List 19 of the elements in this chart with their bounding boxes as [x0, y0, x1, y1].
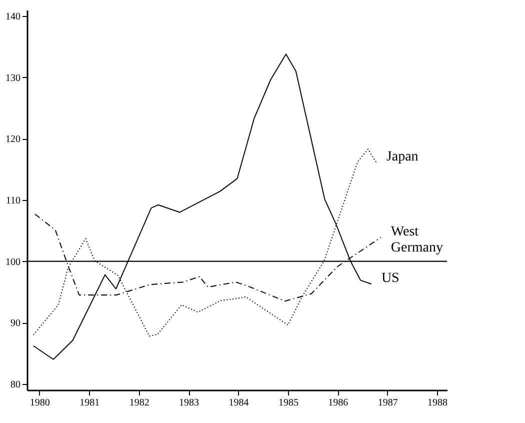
series-label: West Germany — [390, 224, 443, 256]
x-tick-label: 1982 — [129, 398, 150, 408]
series-label: Japan — [386, 150, 418, 165]
y-tick-label: 110 — [6, 196, 20, 206]
series-label: US — [381, 270, 400, 286]
x-tick-label: 1988 — [428, 398, 448, 408]
y-tick-label: 140 — [6, 12, 20, 23]
x-tick-label: 1983 — [179, 398, 200, 408]
y-tick-label: 120 — [6, 134, 20, 146]
y-tick-label: 100 — [6, 256, 20, 268]
y-tick-label: 130 — [6, 72, 20, 84]
y-tick-label: 90 — [10, 318, 20, 330]
x-tick-label: 1985 — [278, 398, 298, 408]
y-tick-label: 80 — [10, 379, 20, 390]
x-tick-label: 1986 — [328, 398, 348, 408]
x-tick-label: 1981 — [80, 398, 100, 408]
x-tick-label: 1980 — [30, 398, 50, 408]
x-tick-label: 1984 — [228, 398, 249, 408]
x-tick-label: 1987 — [378, 398, 398, 408]
